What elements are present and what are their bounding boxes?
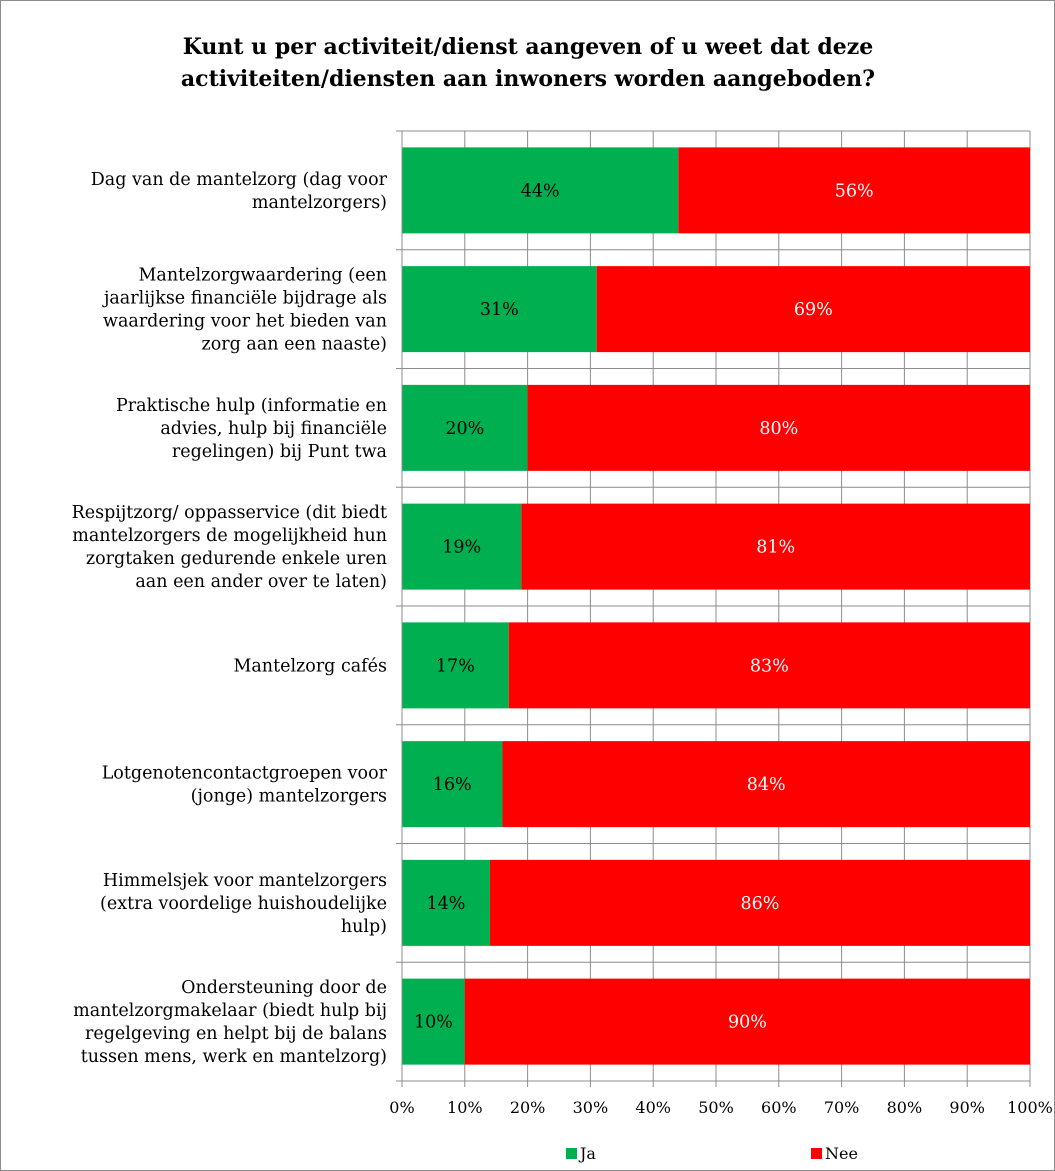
category-label-line: regelgeving en helpt bij de balans: [85, 1024, 387, 1044]
x-tick-label: 50%: [698, 1098, 734, 1117]
data-label-nee: 90%: [728, 1013, 767, 1033]
category-label-line: Himmelsjek voor mantelzorgers: [103, 871, 387, 891]
x-tick-label: 40%: [635, 1098, 671, 1117]
category-label-line: Praktische hulp (informatie en: [116, 396, 387, 416]
category-label-line: advies, hulp bij financiële: [160, 419, 387, 439]
category-label-line: mantelzorgers): [252, 193, 387, 213]
bar-ja: [402, 859, 490, 946]
data-label-nee: 81%: [756, 538, 795, 558]
legend: Ja Nee: [566, 1144, 858, 1163]
category-label: Himmelsjek voor mantelzorgers (extra voor…: [100, 871, 387, 937]
category-label-line: (extra voordelige huishoudelijke: [100, 894, 387, 914]
bar-ja: [402, 622, 509, 709]
data-label-ja: 17%: [436, 656, 475, 676]
category-label: Lotgenotencontactgroepen voor (jonge) man…: [102, 764, 388, 807]
category-label: Ondersteuning door de mantelzorgmakelaar …: [73, 978, 387, 1067]
category-label-line: Mantelzorg cafés: [233, 656, 387, 676]
bar-nee: [464, 978, 1030, 1065]
chart-title-line: activiteiten/diensten aan inwoners worde…: [181, 66, 875, 92]
legend-swatch-nee: [811, 1148, 822, 1159]
category-label: Mantelzorgwaardering (een jaarlijkse fina…: [102, 266, 387, 355]
data-label-ja: 14%: [427, 894, 466, 914]
category-label-line: hulp): [341, 917, 387, 937]
category-label-line: mantelzorgers de mogelijkheid hun: [72, 526, 387, 546]
bar-nee: [527, 384, 1030, 471]
data-label-ja: 20%: [445, 419, 484, 439]
category-label-line: Ondersteuning door de: [181, 978, 387, 998]
category-label: Praktische hulp (informatie en advies, hu…: [116, 396, 387, 462]
x-tick-label: 80%: [887, 1098, 923, 1117]
legend-swatch-ja: [566, 1148, 577, 1159]
data-label-nee: 84%: [747, 775, 786, 795]
bar-ja: [402, 384, 528, 471]
x-tick-label: 10%: [447, 1098, 483, 1117]
category-label-line: aan een ander over te laten): [135, 572, 387, 592]
category-label-line: Mantelzorgwaardering (een: [138, 266, 387, 286]
category-label: Respijtzorg/ oppasservice (dit biedt mant…: [72, 503, 387, 592]
data-label-ja: 16%: [433, 775, 472, 795]
data-label-nee: 56%: [835, 181, 874, 201]
category-label-line: Dag van de mantelzorg (dag voor: [91, 170, 388, 190]
category-label-line: Lotgenotencontactgroepen voor: [102, 764, 388, 784]
data-label-ja: 19%: [442, 538, 481, 558]
bar-nee: [521, 503, 1030, 590]
bar-ja: [402, 741, 503, 828]
data-label-nee: 86%: [741, 894, 780, 914]
bar-ja: [402, 978, 465, 1065]
bar-ja: [402, 266, 597, 353]
data-label-ja: 44%: [521, 181, 560, 201]
data-label-ja: 10%: [414, 1013, 453, 1033]
data-label-nee: 80%: [759, 419, 798, 439]
category-label-line: zorgtaken gedurende enkele uren: [86, 549, 387, 569]
bar-nee: [508, 622, 1030, 709]
bar-ja: [402, 147, 679, 234]
category-label-line: Respijtzorg/ oppasservice (dit biedt: [72, 503, 387, 523]
category-label-line: (jonge) mantelzorgers: [191, 787, 387, 807]
bar-nee: [678, 147, 1030, 234]
data-label-ja: 31%: [480, 300, 519, 320]
category-label: Dag van de mantelzorg (dag voor mantelzor…: [91, 170, 388, 213]
x-tick-label: 90%: [949, 1098, 985, 1117]
bar-ja: [402, 503, 522, 590]
chart-title-line: Kunt u per activiteit/dienst aangeven of…: [183, 34, 874, 60]
category-label-line: mantelzorgmakelaar (biedt hulp bij: [73, 1001, 387, 1021]
legend-label-ja: Ja: [578, 1144, 596, 1163]
category-label-line: jaarlijkse financiële bijdrage als: [102, 289, 387, 309]
data-label-nee: 83%: [750, 656, 789, 676]
category-label-line: regelingen) bij Punt twa: [172, 442, 387, 462]
x-tick-label: 30%: [573, 1098, 609, 1117]
category-label-line: tussen mens, werk en mantelzorg): [81, 1047, 387, 1067]
x-tick-label: 60%: [761, 1098, 797, 1117]
bar-nee: [502, 741, 1031, 828]
bar-nee: [596, 266, 1030, 353]
x-tick-label: 100%: [1007, 1098, 1053, 1117]
x-tick-label: 0%: [389, 1098, 414, 1117]
bar-nee: [489, 859, 1030, 946]
category-label-line: waardering voor het bieden van: [103, 312, 387, 332]
data-label-nee: 69%: [794, 300, 833, 320]
x-tick-label: 20%: [510, 1098, 546, 1117]
category-label-line: zorg aan een naaste): [202, 335, 387, 355]
legend-label-nee: Nee: [825, 1144, 858, 1163]
chart-title: Kunt u per activiteit/dienst aangeven of…: [181, 34, 875, 92]
plot-area: 44% 56% 31% 69% 20% 80% 19% 81% 17% 83% 16% 84% 14% 8…: [72, 130, 1053, 1117]
x-tick-label: 70%: [824, 1098, 860, 1117]
category-label: Mantelzorg cafés: [233, 656, 387, 676]
